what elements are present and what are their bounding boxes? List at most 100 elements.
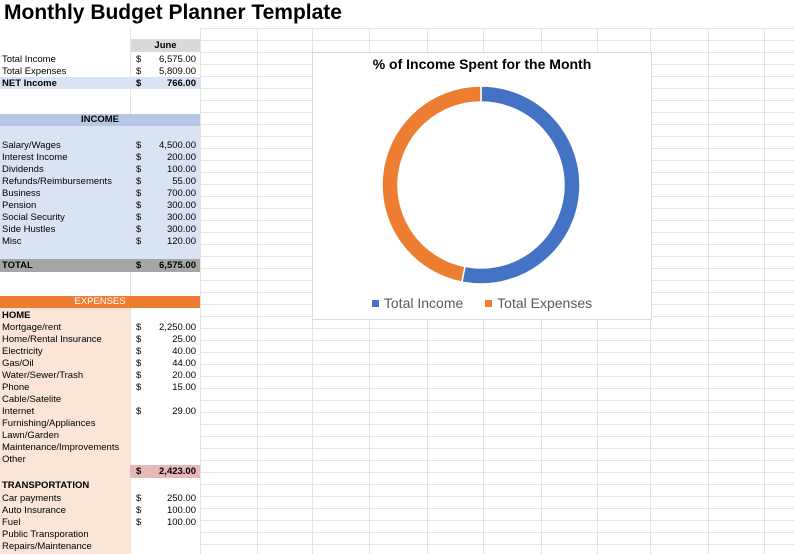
donut-chart (381, 85, 581, 285)
income-band (0, 126, 200, 259)
row-label: Total Expenses (2, 66, 67, 77)
income-row[interactable]: Interest Income $200.00 (0, 152, 200, 164)
row-amount: 700.00 (166, 188, 196, 199)
legend-label-income: Total Income (383, 295, 464, 311)
expense-row[interactable]: Car payments $250.00 (0, 493, 200, 505)
transportation-subheader-label: TRANSPORTATION (2, 480, 90, 491)
donut-slice-expenses[interactable] (381, 85, 482, 284)
row-currency: $ (136, 176, 142, 187)
expense-row[interactable]: Furnishing/Appliances (0, 418, 200, 430)
row-label: Pension (2, 200, 37, 211)
row-currency: $ (136, 493, 142, 504)
row-amount: 5,809.00 (159, 66, 196, 77)
row-currency: $ (136, 152, 142, 163)
expense-row[interactable]: Repairs/Maintenance (0, 541, 200, 553)
legend-label-expenses: Total Expenses (497, 295, 593, 311)
income-row[interactable]: Social Security $300.00 (0, 212, 200, 224)
expense-row[interactable]: Lawn/Garden (0, 430, 200, 442)
row-label: Phone (2, 382, 30, 393)
expense-row[interactable]: Cable/Satelite (0, 394, 200, 406)
summary-row[interactable]: NET Income $766.00 (0, 78, 200, 90)
home-subtotal-band (130, 465, 200, 478)
income-row[interactable]: Refunds/Reimbursements $55.00 (0, 176, 200, 188)
income-row[interactable]: Salary/Wages $4,500.00 (0, 140, 200, 152)
row-label: Gas/Oil (2, 358, 34, 369)
row-label: Repairs/Maintenance (2, 541, 92, 552)
expense-row[interactable]: Gas/Oil $44.00 (0, 358, 200, 370)
row-label: Other (2, 454, 26, 465)
income-spent-chart[interactable]: % of Income Spent for the Month Total In… (312, 52, 652, 320)
row-amount: 6,575.00 (159, 260, 196, 271)
row-currency: $ (136, 370, 142, 381)
row-amount: 300.00 (166, 224, 196, 235)
donut-slice-income[interactable] (461, 85, 581, 285)
income-row[interactable]: Dividends $100.00 (0, 164, 200, 176)
row-label: Salary/Wages (2, 140, 61, 151)
expense-row[interactable]: Public Transporation (0, 529, 200, 541)
row-amount: 300.00 (166, 200, 196, 211)
row-label: Car payments (2, 493, 62, 504)
income-row[interactable]: Business $700.00 (0, 188, 200, 200)
row-label: Fuel (2, 517, 21, 528)
legend-item-expenses: Total Expenses (485, 295, 592, 311)
row-label: Home/Rental Insurance (2, 334, 102, 345)
row-label: TOTAL (2, 260, 33, 271)
row-label: Business (2, 188, 41, 199)
income-total-row[interactable]: TOTAL $6,575.00 (0, 260, 200, 272)
expense-row[interactable]: Mortgage/rent $2,250.00 (0, 322, 200, 334)
expense-row[interactable]: Water/Sewer/Trash $20.00 (0, 370, 200, 382)
row-amount: 40.00 (172, 346, 196, 357)
row-currency: $ (136, 78, 142, 89)
row-currency: $ (136, 382, 142, 393)
row-currency: $ (136, 260, 142, 271)
row-label: Cable/Satelite (2, 394, 62, 405)
income-total-band (0, 259, 200, 272)
expense-row[interactable]: Auto Insurance $100.00 (0, 505, 200, 517)
summary-row[interactable]: Total Income $6,575.00 (0, 54, 200, 66)
row-amount: 44.00 (172, 358, 196, 369)
row-amount: 15.00 (172, 382, 196, 393)
row-label: Interest Income (2, 152, 68, 163)
row-currency: $ (136, 200, 142, 211)
transportation-subheader: TRANSPORTATION (0, 480, 200, 492)
net-income-band (0, 77, 200, 89)
row-currency: $ (136, 322, 142, 333)
expense-row[interactable]: Fuel $100.00 (0, 517, 200, 529)
home-subheader: HOME (0, 310, 200, 322)
row-currency: $ (136, 212, 142, 223)
month-header[interactable]: June (154, 40, 177, 51)
income-header-band (0, 114, 200, 126)
expense-row[interactable]: Home/Rental Insurance $25.00 (0, 334, 200, 346)
row-amount: 20.00 (172, 370, 196, 381)
row-currency: $ (136, 466, 142, 477)
expenses-header-band (0, 296, 200, 308)
income-row[interactable]: Pension $300.00 (0, 200, 200, 212)
expense-row[interactable]: Phone $15.00 (0, 382, 200, 394)
row-label: NET Income (2, 78, 57, 89)
expenses-section-header: EXPENSES (74, 296, 126, 307)
row-amount: 100.00 (166, 517, 196, 528)
expenses-band (0, 308, 130, 554)
home-subtotal-row[interactable]: $2,423.00 (0, 466, 200, 478)
legend-swatch-income (371, 299, 379, 307)
expense-row[interactable]: Other (0, 454, 200, 466)
row-amount: 4,500.00 (159, 140, 196, 151)
legend-swatch-expenses (485, 299, 493, 307)
row-amount: 120.00 (166, 236, 196, 247)
income-row[interactable]: Misc $120.00 (0, 236, 200, 248)
row-currency: $ (136, 334, 142, 345)
row-label: Furnishing/Appliances (2, 418, 96, 429)
expense-row[interactable]: Electricity $40.00 (0, 346, 200, 358)
chart-legend: Total Income Total Expenses (313, 295, 651, 311)
row-label: Public Transporation (2, 529, 89, 540)
row-label: Total Income (2, 54, 56, 65)
row-amount: 29.00 (172, 406, 196, 417)
home-subheader-label: HOME (2, 310, 31, 321)
row-currency: $ (136, 66, 142, 77)
income-row[interactable]: Side Hustles $300.00 (0, 224, 200, 236)
expense-row[interactable]: Internet $29.00 (0, 406, 200, 418)
summary-row[interactable]: Total Expenses $5,809.00 (0, 66, 200, 78)
row-amount: 200.00 (166, 152, 196, 163)
row-amount: 2,423.00 (159, 466, 196, 477)
expense-row[interactable]: Maintenance/Improvements (0, 442, 200, 454)
